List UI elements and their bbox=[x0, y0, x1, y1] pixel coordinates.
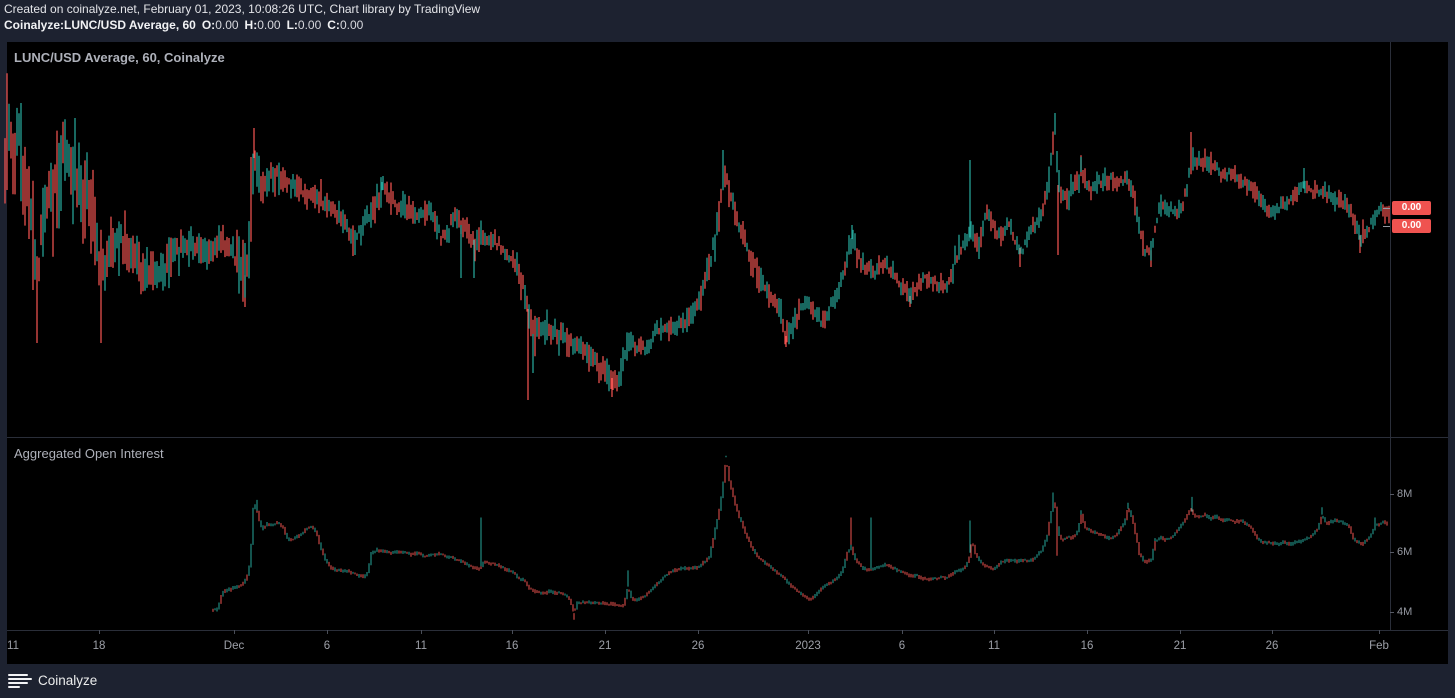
time-label: 26 bbox=[691, 640, 705, 652]
time-tick bbox=[902, 630, 903, 634]
footer: Coinalyze bbox=[0, 668, 1455, 698]
coinalyze-logo[interactable]: Coinalyze bbox=[8, 673, 97, 688]
price-pane-title: LUNC/USD Average, 60, Coinalyze bbox=[14, 50, 225, 65]
oi-tick-dash bbox=[1390, 552, 1394, 553]
time-label: 11 bbox=[988, 640, 1000, 652]
time-label: 21 bbox=[598, 640, 612, 652]
time-label: 16 bbox=[505, 640, 519, 652]
time-label: 2023 bbox=[795, 640, 821, 652]
time-label: 26 bbox=[1265, 640, 1279, 652]
time-label: Dec bbox=[223, 640, 245, 652]
time-label: 6 bbox=[898, 640, 906, 652]
header: Created on coinalyze.net, February 01, 2… bbox=[0, 0, 1455, 36]
price-tick-dash bbox=[1383, 208, 1390, 209]
ohlc-c: C:0.00 bbox=[327, 18, 364, 32]
ohlc-l: L:0.00 bbox=[286, 18, 322, 32]
brand-name: Coinalyze bbox=[38, 673, 98, 688]
time-tick bbox=[99, 630, 100, 634]
time-tick bbox=[808, 630, 809, 634]
symbol-ohlc-line: Coinalyze:LUNC/USD Average, 60 O:0.00 H:0.… bbox=[4, 18, 363, 32]
oi-tick-label: 6M bbox=[1397, 546, 1413, 558]
time-label: 18 bbox=[92, 640, 106, 652]
time-tick bbox=[1087, 630, 1088, 634]
oi-pane-title: Aggregated Open Interest bbox=[14, 446, 164, 461]
time-tick bbox=[698, 630, 699, 634]
watermark-created-line: Created on coinalyze.net, February 01, 2… bbox=[4, 2, 481, 16]
time-tick bbox=[605, 630, 606, 634]
coinalyze-logo-icon bbox=[8, 673, 32, 688]
ohlc-o: O:0.00 bbox=[201, 18, 239, 32]
time-label: 16 bbox=[1080, 640, 1094, 652]
oi-tick-dash bbox=[1390, 494, 1394, 495]
price-label-badge: 0.00 bbox=[1392, 219, 1431, 233]
time-tick bbox=[1272, 630, 1273, 634]
pane-divider[interactable] bbox=[7, 437, 1448, 438]
time-tick bbox=[1379, 630, 1380, 634]
price-tick-dash bbox=[1383, 226, 1390, 227]
ohlc-h: H:0.00 bbox=[244, 18, 281, 32]
time-label: 21 bbox=[1173, 640, 1187, 652]
time-label: 11 bbox=[415, 640, 427, 652]
oi-tick-label: 4M bbox=[1397, 606, 1413, 618]
time-axis-border bbox=[7, 630, 1448, 631]
time-label: Feb bbox=[1369, 640, 1389, 652]
price-label-badge: 0.00 bbox=[1392, 201, 1431, 215]
time-tick bbox=[512, 630, 513, 634]
time-tick bbox=[1180, 630, 1181, 634]
symbol-title: Coinalyze:LUNC/USD Average, 60 bbox=[4, 18, 196, 32]
time-tick bbox=[994, 630, 995, 634]
oi-tick-label: 8M bbox=[1397, 488, 1413, 500]
time-tick bbox=[234, 630, 235, 634]
time-tick bbox=[327, 630, 328, 634]
ohlc-values: O:0.00 H:0.00 L:0.00 C:0.00 bbox=[196, 18, 363, 32]
price-axis-border bbox=[1390, 42, 1391, 630]
oi-tick-dash bbox=[1390, 612, 1394, 613]
time-label: 6 bbox=[323, 640, 331, 652]
time-label: 11 bbox=[7, 640, 19, 652]
plot-background[interactable] bbox=[7, 42, 1448, 664]
time-tick bbox=[421, 630, 422, 634]
